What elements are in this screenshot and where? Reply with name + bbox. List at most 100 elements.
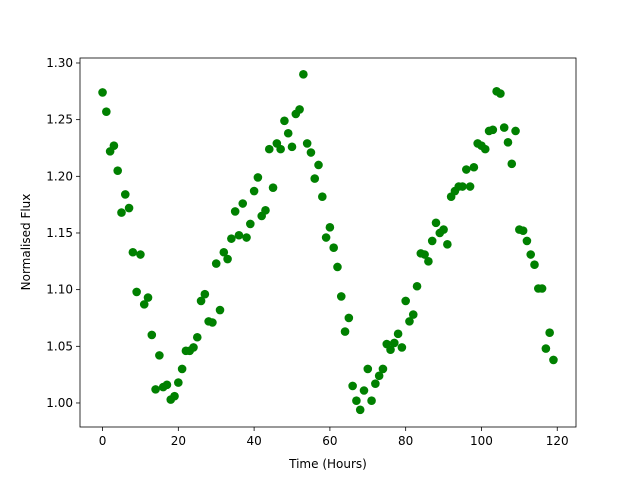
scatter-point [439,225,448,234]
scatter-point [503,138,513,147]
scatter-point [310,174,320,183]
plot-frame [79,57,577,428]
scatter-point [143,293,153,302]
scatter-point [549,355,558,365]
scatter-point [124,203,134,213]
scatter-point [113,166,123,175]
scatter-point [462,165,471,174]
scatter-point [192,332,202,342]
scatter-point [306,148,316,157]
y-tick-label: 1.10 [46,283,73,297]
x-tick-label: 60 [322,434,337,448]
scatter-point [189,343,198,352]
scatter-point [287,142,297,152]
scatter-point [215,305,225,315]
y-axis-label: Normalised Flux [19,194,33,291]
scatter-point [238,199,248,208]
scatter-point [329,243,338,253]
y-tick-label: 1.05 [46,339,73,353]
x-tick-label: 40 [246,434,261,448]
scatter-point [155,351,164,360]
scatter-point [177,364,187,374]
scatter-point [325,223,335,232]
scatter-point [276,144,285,154]
scatter-point [340,327,350,336]
y-tick-label: 1.20 [46,169,73,183]
scatter-point [518,226,528,236]
scatter-point [424,257,433,266]
scatter-point [363,364,373,374]
scatter-point [401,296,410,306]
scatter-point [200,289,210,299]
y-tick-label: 1.15 [46,226,73,240]
scatter-point [318,192,327,202]
scatter-point [264,144,274,154]
scatter-point [208,318,217,327]
scatter-point [367,396,376,406]
scatter-point [261,206,270,215]
scatter-point [530,260,539,270]
scatter-point [223,254,232,264]
scatter-point [242,233,251,242]
scatter-point [427,236,437,246]
scatter-point [132,287,141,297]
scatter-point [390,338,399,348]
x-tick-label: 80 [398,434,413,448]
scatter-point [227,234,236,243]
scatter-point [545,328,554,338]
scatter-point [386,345,395,355]
scatter-point [249,186,259,196]
scatter-point [230,207,240,216]
scatter-point [522,236,532,246]
scatter-point [253,173,263,182]
scatter-point [431,218,441,228]
scatter-point [371,379,380,389]
scatter-point [234,230,244,240]
scatter-point [359,386,369,395]
x-tick-label: 120 [546,434,569,448]
scatter-point [299,70,308,79]
scatter-point [348,381,357,391]
x-tick-label: 20 [171,434,186,448]
scatter-point [496,89,505,98]
scatter-point [352,396,361,406]
y-tick-label: 1.25 [46,113,73,127]
scatter-point [336,292,346,301]
scatter-point [378,364,388,374]
scatter-point [139,300,149,309]
scatter-point [314,160,323,170]
x-axis-label: Time (Hours) [288,457,367,471]
scatter-point [246,219,255,229]
scatter-point [405,317,414,326]
scatter-point [374,371,384,381]
scatter-point [526,250,536,259]
scatter-point [458,182,467,191]
scatter-point [333,262,342,272]
scatter-point [147,330,157,340]
scatter-point [98,88,107,97]
scatter-point [393,329,403,339]
scatter-point [443,240,452,249]
scatter-point [219,247,229,257]
scatter-point [170,391,179,401]
scatter-point [465,182,475,191]
y-tick-label: 1.30 [46,56,73,70]
scatter-point [280,116,289,126]
x-tick-label: 100 [470,434,493,448]
scatter-point [109,141,119,151]
scatter-point [499,123,509,132]
scatter-point [268,183,278,192]
scatter-point [507,159,517,169]
scatter-point [117,208,126,217]
scatter-point [480,144,490,154]
y-tick-label: 1.00 [46,396,73,410]
scatter-point [397,343,407,352]
scatter-point [488,125,498,135]
scatter-point [302,139,312,148]
scatter-point [174,378,183,387]
scatter-point [511,126,520,136]
scatter-point [408,310,418,319]
scatter-point [469,162,479,172]
